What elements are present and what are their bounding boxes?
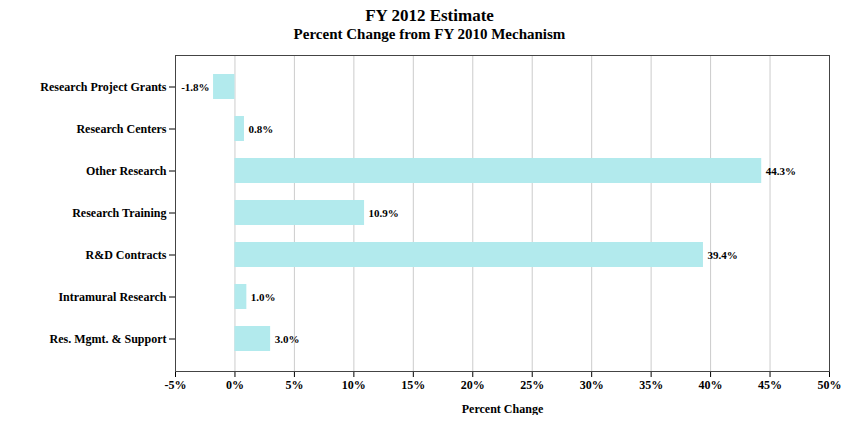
svg-text:39.4%: 39.4% xyxy=(707,249,737,261)
svg-text:Research Centers: Research Centers xyxy=(76,122,166,136)
html-text:Percent Change from FY 2010 Me: Percent Change from FY 2010 Mechanism xyxy=(293,26,566,42)
svg-text:25%: 25% xyxy=(520,378,544,392)
svg-text:Res. Mgmt. & Support: Res. Mgmt. & Support xyxy=(50,332,167,346)
svg-text:-1.8%: -1.8% xyxy=(181,81,209,93)
svg-text:30%: 30% xyxy=(580,378,604,392)
svg-text:-5%: -5% xyxy=(165,378,187,392)
svg-text:Intramural Research: Intramural Research xyxy=(58,290,166,304)
svg-text:10.9%: 10.9% xyxy=(369,207,399,219)
svg-text:44.3%: 44.3% xyxy=(766,165,796,177)
svg-text:3.0%: 3.0% xyxy=(275,333,300,345)
svg-text:R&D Contracts: R&D Contracts xyxy=(86,248,167,262)
svg-text:Research Training: Research Training xyxy=(72,206,166,220)
svg-text:10%: 10% xyxy=(342,378,366,392)
svg-text:20%: 20% xyxy=(461,378,485,392)
svg-text:1.0%: 1.0% xyxy=(251,291,276,303)
html-text:FY 2012 Estimate: FY 2012 Estimate xyxy=(365,6,494,25)
svg-text:Percent Change: Percent Change xyxy=(462,402,544,416)
svg-text:Research Project Grants: Research Project Grants xyxy=(40,80,167,94)
svg-text:45%: 45% xyxy=(758,378,782,392)
svg-text:0%: 0% xyxy=(226,378,244,392)
svg-text:15%: 15% xyxy=(401,378,425,392)
svg-text:Other Research: Other Research xyxy=(86,164,167,178)
svg-text:35%: 35% xyxy=(639,378,663,392)
svg-text:0.8%: 0.8% xyxy=(248,123,273,135)
svg-text:50%: 50% xyxy=(818,378,842,392)
svg-text:40%: 40% xyxy=(699,378,723,392)
svg-text:5%: 5% xyxy=(285,378,303,392)
